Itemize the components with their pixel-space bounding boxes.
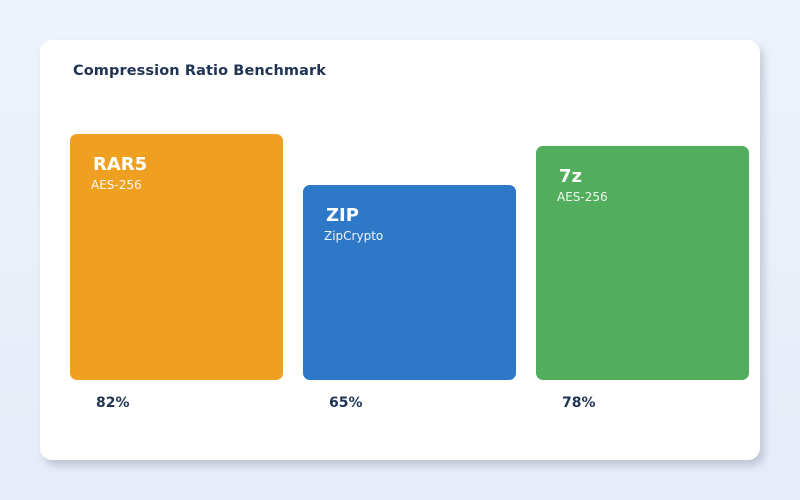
bar-sublabel-zip: ZipCrypto [324, 229, 384, 243]
bar-zip: ZIP ZipCrypto [303, 185, 516, 380]
bar-sublabel-rar5: AES-256 [91, 178, 142, 192]
bar-label-7z: 7z [559, 166, 583, 187]
bar-label-rar5: RAR5 [93, 154, 148, 175]
bar-7z: 7z AES-256 [536, 146, 749, 380]
value-label-rar5: 82% [96, 395, 130, 411]
chart-card: Compression Ratio Benchmark RAR5 AES-256 8… [40, 40, 760, 460]
value-label-zip: 65% [329, 395, 363, 411]
value-label-7z: 78% [562, 395, 596, 411]
chart-title: Compression Ratio Benchmark [73, 63, 327, 79]
bar-label-zip: ZIP [326, 205, 359, 226]
bar-sublabel-7z: AES-256 [557, 190, 608, 204]
bar-rar5: RAR5 AES-256 [70, 134, 283, 380]
